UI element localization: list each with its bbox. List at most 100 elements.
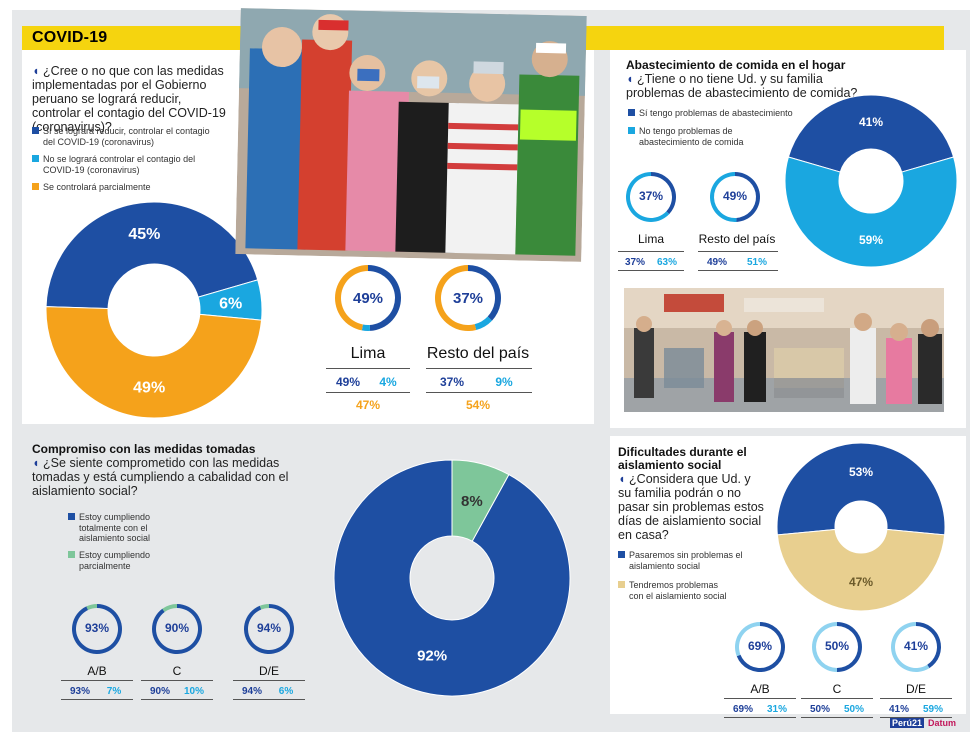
ring-segment bbox=[735, 622, 760, 657]
commit-donut-data-label: 92% bbox=[417, 648, 447, 665]
main-donut-data-label: 45% bbox=[128, 226, 160, 243]
food-resto-center: 49% bbox=[722, 189, 748, 203]
legend-swatch bbox=[32, 155, 39, 162]
lima-yes-pct: 49% bbox=[335, 375, 361, 389]
lima-no-pct: 4% bbox=[379, 375, 397, 389]
legend-swatch bbox=[628, 127, 635, 134]
food-question: ◖ ¿Tiene o no tiene Ud. y su familia pro… bbox=[626, 72, 858, 100]
half-circle-icon: ◖ bbox=[32, 64, 40, 78]
commit-group-ring bbox=[244, 604, 294, 654]
ring-segment bbox=[735, 172, 760, 222]
banner-bar-right bbox=[586, 26, 944, 50]
difficult-donut-slice bbox=[776, 442, 946, 536]
ring-segment bbox=[335, 265, 368, 331]
lima-label: Lima bbox=[350, 345, 386, 362]
commit-group-rule bbox=[61, 680, 133, 681]
commit-group-center: 94% bbox=[256, 621, 282, 635]
commit-group-v1: 93% bbox=[69, 686, 90, 697]
ring-segment bbox=[837, 622, 862, 672]
difficult-group-label: A/B bbox=[750, 682, 770, 696]
food-legend-1: Sí tengo problemas de abastecimiento bbox=[628, 108, 798, 119]
main-question: ◖ ¿Cree o no que con las medidas impleme… bbox=[32, 64, 232, 134]
ring-segment bbox=[368, 265, 401, 331]
food-lima-yes: 37% bbox=[624, 257, 645, 268]
main-legend-1: Sí se logrará reducir, controlar el cont… bbox=[32, 126, 222, 147]
difficult-group-v1: 69% bbox=[732, 704, 753, 715]
commit-group-label: A/B bbox=[87, 664, 107, 678]
difficult-group-ring bbox=[812, 622, 862, 672]
commit-donut-chart: 92% 8% bbox=[333, 459, 571, 697]
resto-donut bbox=[434, 265, 501, 331]
food-lima-center: 37% bbox=[638, 189, 664, 203]
difficult-group-v1: 41% bbox=[888, 704, 909, 715]
commit-group-rule bbox=[61, 699, 133, 700]
resto-center-pct: 37% bbox=[452, 290, 484, 307]
commit-group-rule bbox=[141, 699, 213, 700]
commit-group-rule bbox=[233, 699, 305, 700]
resto-no-pct: 9% bbox=[495, 375, 513, 389]
half-circle-icon: ◖ bbox=[32, 456, 40, 470]
legend-swatch bbox=[68, 551, 75, 558]
main-donut-data-label: 49% bbox=[133, 379, 165, 396]
lima-rule-2 bbox=[326, 392, 410, 393]
food-lima-no: 63% bbox=[656, 257, 677, 268]
ring-segment bbox=[891, 622, 930, 672]
difficult-group-label: D/E bbox=[905, 682, 926, 696]
lima-donut bbox=[335, 265, 401, 331]
food-lima-rule-2 bbox=[618, 270, 684, 271]
difficult-group-center: 41% bbox=[903, 639, 929, 653]
photo-street-masks bbox=[235, 8, 587, 262]
difficult-group-rule bbox=[880, 698, 952, 699]
commit-group-v2: 7% bbox=[106, 686, 122, 697]
peru21-logo: Perú21 bbox=[890, 718, 925, 728]
food-lima-label: Lima bbox=[637, 232, 664, 246]
photo-shoppers-carts bbox=[624, 288, 944, 412]
food-donut-data-label: 59% bbox=[859, 233, 883, 247]
food-lima-donut bbox=[626, 172, 676, 222]
difficult-group-rule bbox=[880, 717, 952, 718]
commit-group-label: D/E bbox=[258, 664, 279, 678]
commit-donut-data-label: 8% bbox=[461, 493, 483, 510]
difficult-group-center: 50% bbox=[824, 639, 850, 653]
food-donut-chart: 41% 59% bbox=[784, 94, 958, 268]
legend-swatch bbox=[32, 127, 39, 134]
difficult-group-v2: 31% bbox=[766, 704, 787, 715]
food-donut-slice bbox=[784, 156, 958, 268]
food-resto-rule-2 bbox=[698, 270, 778, 271]
food-resto-yes: 49% bbox=[706, 257, 727, 268]
difficult-donut-slice bbox=[776, 528, 946, 612]
resto-label: Resto del país bbox=[426, 345, 530, 362]
legend-swatch bbox=[628, 109, 635, 116]
difficult-group-v1: 50% bbox=[809, 704, 830, 715]
commit-group-label: C bbox=[172, 664, 182, 678]
difficult-group-label: C bbox=[832, 682, 842, 696]
commit-group-v1: 94% bbox=[241, 686, 262, 697]
resto-partial-pct: 54% bbox=[465, 398, 491, 412]
ring-segment bbox=[259, 604, 269, 610]
difficult-group-ring bbox=[891, 622, 941, 672]
half-circle-icon: ◖ bbox=[626, 72, 634, 86]
legend-swatch bbox=[68, 513, 75, 520]
commit-group-center: 93% bbox=[84, 621, 110, 635]
ring-segment bbox=[162, 604, 177, 613]
legend-swatch bbox=[32, 183, 39, 190]
main-legend-2: No se logrará controlar el contagio del … bbox=[32, 154, 222, 175]
half-circle-icon: ◖ bbox=[618, 472, 626, 486]
legend-swatch bbox=[618, 581, 625, 588]
ring-segment bbox=[86, 604, 97, 610]
ring-segment bbox=[651, 172, 676, 215]
commit-legend-2: Estoy cumpliendo parcialmente bbox=[68, 550, 168, 571]
commit-question: ◖ ¿Se siente comprometido con las medida… bbox=[32, 456, 289, 498]
difficult-legend-1: Pasaremos sin problemas el aislamiento s… bbox=[618, 550, 748, 571]
main-donut-data-label: 6% bbox=[219, 295, 242, 312]
legend-swatch bbox=[618, 551, 625, 558]
lima-center-pct: 49% bbox=[352, 290, 384, 307]
ring-segment bbox=[709, 172, 737, 222]
resto-rule-2 bbox=[426, 392, 532, 393]
difficult-donut-chart: 53% 47% bbox=[776, 442, 946, 612]
lima-rule bbox=[326, 368, 410, 369]
datum-logo: Datum bbox=[928, 718, 957, 728]
difficult-legend-2: Tendremos problemas con el aislamiento s… bbox=[618, 580, 728, 601]
food-donut-slice bbox=[787, 94, 955, 173]
resto-yes-pct: 37% bbox=[439, 375, 465, 389]
